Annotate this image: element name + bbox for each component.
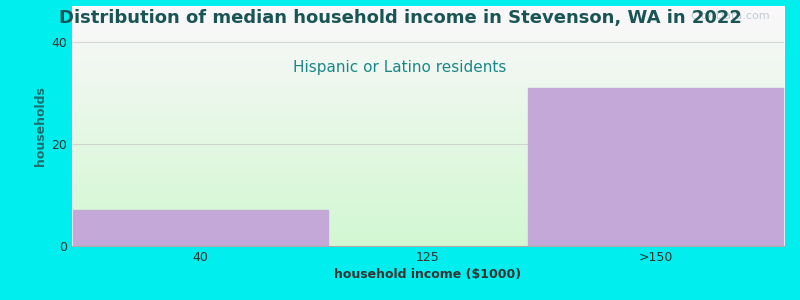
Y-axis label: households: households xyxy=(34,86,47,166)
Text: City-Data.com: City-Data.com xyxy=(690,11,770,21)
Text: Hispanic or Latino residents: Hispanic or Latino residents xyxy=(294,60,506,75)
Text: Distribution of median household income in Stevenson, WA in 2022: Distribution of median household income … xyxy=(58,9,742,27)
X-axis label: household income ($1000): household income ($1000) xyxy=(334,268,522,281)
